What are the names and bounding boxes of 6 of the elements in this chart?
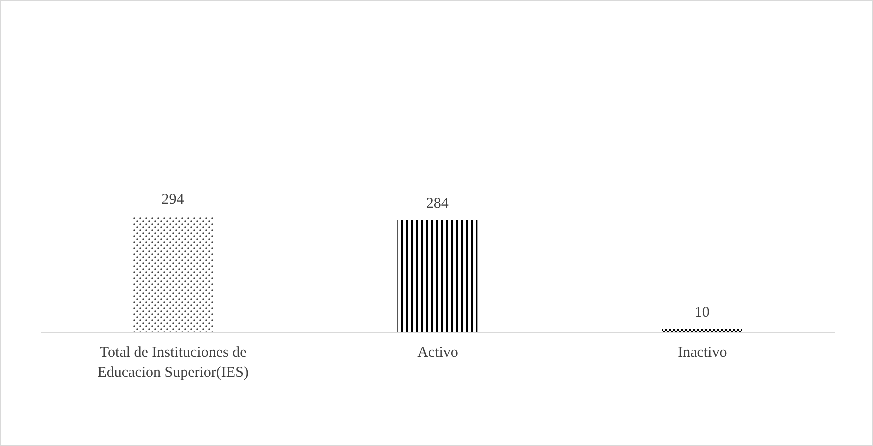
data-label: 10	[694, 305, 710, 322]
x-tick-label: Inactivo	[678, 345, 728, 361]
x-tick-label: Activo	[418, 345, 458, 361]
x-tick-label: Total de Instituciones de Educacion Superior(IES)	[98, 345, 249, 381]
data-label: 294	[162, 192, 185, 208]
data-label: 284	[426, 196, 450, 212]
